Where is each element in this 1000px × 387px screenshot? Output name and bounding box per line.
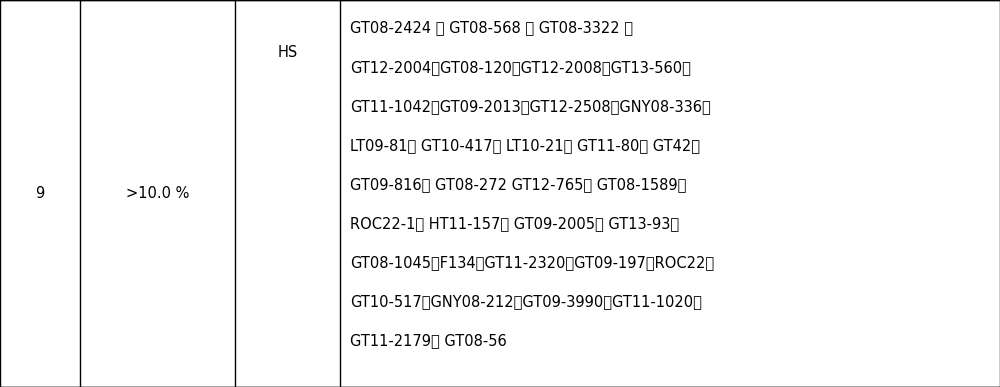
Text: ROC22-1、 HT11-157、 GT09-2005、 GT13-93、: ROC22-1、 HT11-157、 GT09-2005、 GT13-93、 [350,216,679,231]
Text: 9: 9 [35,186,45,201]
Text: GT11-1042、GT09-2013、GT12-2508、GNY08-336、: GT11-1042、GT09-2013、GT12-2508、GNY08-336、 [350,99,711,114]
Text: GT08-1045、F134、GT11-2320、GT09-197、ROC22、: GT08-1045、F134、GT11-2320、GT09-197、ROC22、 [350,255,714,271]
Text: GT10-517、GNY08-212、GT09-3990、GT11-1020、: GT10-517、GNY08-212、GT09-3990、GT11-1020、 [350,295,702,310]
Text: HS: HS [277,45,298,60]
Text: >10.0 %: >10.0 % [126,186,189,201]
Text: GT09-816、 GT08-272 GT12-765、 GT08-1589、: GT09-816、 GT08-272 GT12-765、 GT08-1589、 [350,177,686,192]
Text: GT08-2424 、 GT08-568 、 GT08-3322 、: GT08-2424 、 GT08-568 、 GT08-3322 、 [350,21,633,36]
Text: GT11-2179、 GT08-56: GT11-2179、 GT08-56 [350,334,507,349]
Text: LT09-81、 GT10-417、 LT10-21、 GT11-80、 GT42、: LT09-81、 GT10-417、 LT10-21、 GT11-80、 GT4… [350,138,700,153]
Text: GT12-2004、GT08-120、GT12-2008、GT13-560、: GT12-2004、GT08-120、GT12-2008、GT13-560、 [350,60,691,75]
